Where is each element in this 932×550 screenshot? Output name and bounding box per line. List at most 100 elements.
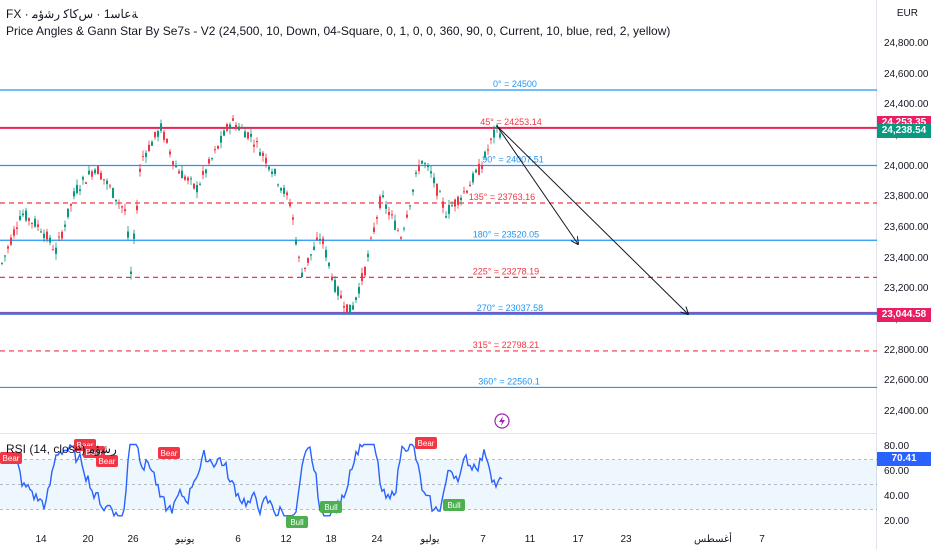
candle-body [22,213,24,216]
candle-body [253,144,255,147]
gann-level-label: 90° = 24007.51 [482,155,543,165]
bear-divergence-tag: Bear [158,447,180,459]
candle-body [487,149,489,151]
candle-body [115,199,117,202]
candle-body [19,216,21,221]
candle-body [160,123,162,131]
candle-body [229,124,231,129]
price-tick-label: 23,800.00 [884,191,929,203]
candle-body [226,124,228,131]
pane-separator[interactable] [0,433,877,434]
candle-body [112,188,114,198]
candle-body [442,201,444,208]
svg-text:Bull: Bull [290,518,304,527]
svg-text:Bear: Bear [99,457,116,466]
candle-body [25,210,27,221]
candle-body [49,237,51,243]
candle-body [259,152,261,156]
candle-body [184,176,186,180]
svg-text:Bear: Bear [3,454,20,463]
candle-body [214,149,216,151]
candle-body [394,220,396,230]
candle-body [409,205,411,207]
candle-body [130,271,132,275]
candle-body [493,129,495,138]
candle-body [325,249,327,258]
candle-body [337,286,339,296]
currency-badge[interactable]: EUR [896,8,918,19]
candle-body [169,151,171,155]
candle-body [475,169,477,173]
candle-body [88,170,90,175]
candle-body [340,295,342,299]
projection-arrow [496,125,578,244]
candle-body [190,178,192,180]
price-tick-label: 22,600.00 [884,375,929,387]
candle-body [376,217,378,219]
date-tick-label: 20 [82,534,94,545]
candle-body [55,247,57,254]
rsi-legend[interactable]: RSI (14, close) ﺭﺷﺅﻣ [6,442,117,456]
candle-body [292,217,294,220]
bull-divergence-tag: Bull [286,516,308,528]
candle-body [256,140,258,143]
date-tick-label: يوليو [420,534,440,545]
candle-body [388,211,390,216]
lightning-icon [499,416,505,426]
candle-body [94,169,96,174]
candle-body [424,163,426,165]
date-tick-label: 11 [524,534,536,545]
candle-body [430,171,432,174]
gann-level-label: 225° = 23278.19 [473,266,539,276]
date-tick-label: 17 [572,534,584,545]
candle-body [10,237,12,245]
candle-body [355,297,357,301]
candle-body [220,135,222,143]
candle-body [499,133,501,138]
candle-body [58,236,60,238]
candle-body [217,145,219,149]
date-tick-label: 26 [127,534,139,545]
gann-level-label: 180° = 23520.05 [473,229,539,239]
candle-body [472,173,474,183]
price-tick-label: 22,800.00 [884,344,929,356]
svg-text:Bear: Bear [161,449,178,458]
candle-body [166,138,168,143]
price-tick-label: 24,600.00 [884,68,929,80]
price-tag: 23,044.58 [877,308,931,322]
candle-body [82,177,84,180]
gann-level-label: 270° = 23037.58 [477,303,543,313]
gann-level-label: 0° = 24500 [493,79,537,89]
date-tick-label: 6 [235,534,241,545]
candle-body [364,266,366,276]
candle-body [466,190,468,193]
candle-body [232,118,234,121]
candle-body [484,151,486,158]
candle-body [13,229,15,236]
candle-body [346,304,348,313]
candle-body [124,209,126,212]
svg-text:Bear: Bear [86,448,103,457]
svg-text:Bear: Bear [77,441,94,450]
candle-body [304,267,306,269]
candle-body [454,199,456,207]
candle-body [391,214,393,216]
rsi-tick-label: 40.00 [884,491,910,502]
candle-body [289,203,291,207]
candle-body [241,127,243,129]
candle-body [328,262,330,267]
price-tick-label: 24,000.00 [884,160,929,172]
date-tick-label: 7 [759,534,765,545]
candle-body [52,249,54,251]
candle-body [412,189,414,192]
candle-body [139,168,141,172]
candle-body [127,231,129,238]
candle-body [313,246,315,250]
indicator-legend[interactable]: Price Angles & Gann Star By Se7s - V2 (2… [6,24,671,38]
candle-body [34,218,36,227]
candle-body [205,169,207,174]
date-tick-label: أغسطس [694,534,732,545]
candle-body [4,255,6,257]
candle-body [172,161,174,165]
